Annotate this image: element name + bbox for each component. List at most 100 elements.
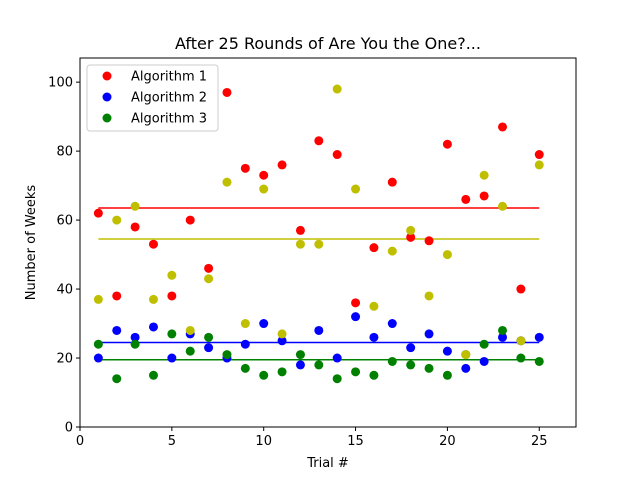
y-tick-label: 20 — [56, 352, 73, 367]
point-series-3 — [222, 350, 232, 360]
point-series-1 — [259, 170, 269, 180]
point-series-1 — [442, 139, 452, 149]
point-series-4 — [130, 201, 140, 211]
point-series-2 — [387, 319, 397, 329]
point-series-3 — [314, 360, 324, 370]
legend-label: Algorithm 1 — [131, 70, 207, 85]
point-series-2 — [277, 336, 287, 346]
point-series-3 — [148, 370, 158, 380]
point-series-4 — [148, 294, 158, 304]
point-series-1 — [240, 163, 250, 173]
x-tick-label: 20 — [439, 434, 456, 449]
point-series-4 — [295, 239, 305, 249]
point-series-2 — [148, 322, 158, 332]
point-series-3 — [534, 356, 544, 366]
x-tick-label: 25 — [531, 434, 548, 449]
point-series-1 — [534, 150, 544, 160]
point-series-1 — [314, 136, 324, 146]
point-series-3 — [130, 339, 140, 349]
point-series-3 — [516, 353, 526, 363]
point-series-3 — [479, 339, 489, 349]
point-series-2 — [498, 332, 508, 342]
point-series-1 — [93, 208, 103, 218]
point-series-1 — [424, 236, 434, 246]
point-series-4 — [387, 246, 397, 256]
data-points — [93, 84, 544, 384]
y-tick-label: 80 — [56, 145, 73, 160]
point-series-4 — [185, 325, 195, 335]
point-series-2 — [461, 363, 471, 373]
point-series-2 — [167, 353, 177, 363]
point-series-3 — [387, 356, 397, 366]
legend-marker — [102, 92, 112, 102]
point-series-1 — [461, 194, 471, 204]
point-series-4 — [442, 250, 452, 260]
point-series-2 — [332, 353, 342, 363]
point-series-3 — [424, 363, 434, 373]
point-series-2 — [112, 325, 122, 335]
point-series-1 — [112, 291, 122, 301]
point-series-3 — [369, 370, 379, 380]
point-series-2 — [479, 356, 489, 366]
point-series-4 — [424, 291, 434, 301]
point-series-2 — [295, 360, 305, 370]
point-series-4 — [516, 336, 526, 346]
point-series-2 — [424, 329, 434, 339]
point-series-3 — [204, 332, 214, 342]
point-series-1 — [479, 191, 489, 201]
point-series-4 — [222, 177, 232, 187]
point-series-2 — [240, 339, 250, 349]
point-series-4 — [204, 274, 214, 284]
point-series-3 — [277, 367, 287, 377]
point-series-1 — [295, 225, 305, 235]
point-series-2 — [351, 312, 361, 322]
plot-frame — [79, 57, 577, 428]
point-series-2 — [314, 325, 324, 335]
x-axis-label: Trial # — [306, 456, 349, 471]
y-tick-label: 0 — [65, 421, 73, 436]
point-series-3 — [185, 346, 195, 356]
point-series-2 — [130, 332, 140, 342]
point-series-1 — [130, 222, 140, 232]
point-series-3 — [406, 360, 416, 370]
point-series-4 — [112, 215, 122, 225]
point-series-3 — [351, 367, 361, 377]
point-series-1 — [351, 298, 361, 308]
point-series-4 — [240, 319, 250, 329]
point-series-3 — [167, 329, 177, 339]
point-series-4 — [534, 160, 544, 170]
point-series-4 — [461, 350, 471, 360]
point-series-3 — [295, 350, 305, 360]
legend-label: Algorithm 2 — [131, 91, 207, 106]
point-series-3 — [240, 363, 250, 373]
x-tick-label: 10 — [255, 434, 272, 449]
point-series-1 — [498, 122, 508, 132]
point-series-3 — [259, 370, 269, 380]
point-series-3 — [112, 374, 122, 384]
point-series-2 — [442, 346, 452, 356]
point-series-1 — [185, 215, 195, 225]
point-series-1 — [369, 243, 379, 253]
legend-marker — [102, 113, 112, 123]
point-series-4 — [277, 329, 287, 339]
x-tick-label: 5 — [168, 434, 176, 449]
point-series-1 — [406, 232, 416, 242]
point-series-4 — [369, 301, 379, 311]
legend-label: Algorithm 3 — [131, 112, 207, 127]
point-series-4 — [332, 84, 342, 94]
point-series-3 — [498, 325, 508, 335]
point-series-1 — [222, 87, 232, 97]
point-series-3 — [93, 339, 103, 349]
point-series-1 — [204, 263, 214, 273]
x-tick-label: 15 — [347, 434, 364, 449]
point-series-4 — [93, 294, 103, 304]
x-axis: 0 5 10 15 20 25 — [76, 427, 548, 449]
point-series-2 — [406, 343, 416, 353]
point-series-1 — [387, 177, 397, 187]
x-tick-label: 0 — [76, 434, 84, 449]
point-series-1 — [148, 239, 158, 249]
legend-box — [86, 64, 219, 132]
point-series-2 — [369, 332, 379, 342]
point-series-2 — [204, 343, 214, 353]
